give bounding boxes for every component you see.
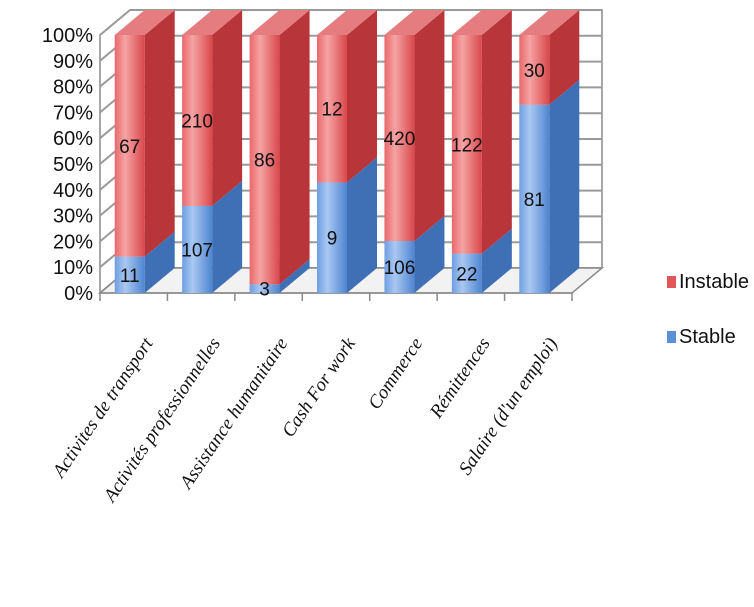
- bar-side: [279, 259, 310, 293]
- y-tick-label: 10%: [53, 257, 93, 279]
- bar-group: 3 86: [249, 10, 310, 301]
- bar-top: [317, 10, 377, 35]
- bar-front: [182, 35, 213, 206]
- bar-side: [481, 228, 512, 293]
- legend-label: Stable: [679, 326, 736, 348]
- bar-top: [249, 10, 310, 35]
- bar-group: 22 122: [451, 10, 512, 293]
- y-tick-label: 70%: [53, 102, 93, 124]
- y-tick-label: 90%: [53, 51, 93, 73]
- y-tick-label: 100%: [42, 25, 93, 47]
- bar-top: [519, 10, 580, 35]
- data-label-instable: 67: [119, 137, 140, 158]
- bar-front: [317, 182, 347, 293]
- bar-segment-instable: [317, 10, 377, 183]
- bar-side: [212, 180, 243, 293]
- bar-front: [182, 205, 213, 293]
- bar-group: 11 67: [114, 10, 175, 293]
- data-label-stable: 22: [456, 264, 477, 285]
- bar-front: [451, 253, 482, 293]
- x-tick-label: Commerce: [364, 334, 427, 413]
- bar-segment-instable: [451, 10, 512, 254]
- bar-front: [249, 284, 280, 293]
- bar-segment-stable: [519, 79, 580, 293]
- x-tick-label: Cash For work: [278, 334, 360, 442]
- data-label-instable: 30: [524, 61, 545, 82]
- bar-side: [549, 79, 580, 293]
- bar-side: [212, 10, 243, 206]
- bar-segment-instable: [384, 10, 445, 242]
- bar-segment-instable: [519, 10, 580, 105]
- x-tick-label: Rémittences: [425, 334, 494, 423]
- legend-item: Stable: [667, 326, 736, 348]
- bar-top: [182, 10, 243, 35]
- bar-group: 106 420: [384, 10, 445, 293]
- legend-label: Instable: [679, 271, 749, 293]
- legend-item: Instable: [667, 271, 749, 293]
- bar-group: 9 12: [317, 10, 377, 293]
- data-label-stable: 9: [327, 229, 338, 250]
- bar-group: 81 30: [519, 10, 580, 293]
- legend-swatch: [667, 331, 676, 343]
- y-tick-label: 60%: [53, 128, 93, 150]
- bar-segment-instable: [114, 10, 175, 257]
- bar-front: [317, 35, 347, 183]
- bar-top: [451, 10, 512, 35]
- bar-side: [481, 10, 512, 254]
- y-tick-label: 30%: [53, 206, 93, 228]
- y-axis-tick-labels: 0% 10% 20% 30% 40% 50% 60% 70% 80% 90% 100%: [42, 25, 93, 305]
- bar-side: [414, 10, 445, 242]
- bar-segment-instable: [249, 10, 310, 285]
- bar-front: [519, 35, 550, 105]
- bar-front: [451, 35, 482, 254]
- y-tick-label: 40%: [53, 180, 93, 202]
- data-label-instable: 86: [254, 151, 275, 172]
- bar-top: [384, 10, 445, 35]
- y-tick-label: 50%: [53, 154, 93, 176]
- data-label-stable: 107: [181, 240, 213, 261]
- data-label-instable: 122: [451, 135, 483, 156]
- bars-group: 11 67 107 210 3 86 9 12 106 420 22 122 81 30: [114, 10, 580, 301]
- bar-front: [114, 256, 145, 293]
- gridline: [99, 9, 602, 36]
- bar-side: [144, 231, 175, 293]
- x-tick-label: Activités professionnelles: [99, 334, 225, 507]
- bar-segment-instable: [182, 10, 243, 206]
- bar-front: [384, 35, 415, 242]
- data-label-instable: 420: [384, 129, 416, 150]
- y-tick-label: 80%: [53, 77, 93, 99]
- data-label-stable: 81: [524, 190, 545, 211]
- bar-front: [384, 241, 415, 293]
- data-label-stable: 106: [384, 258, 416, 279]
- y-tick-label: 20%: [53, 231, 93, 253]
- bar-side: [347, 10, 377, 183]
- bar-side: [549, 10, 580, 105]
- legend-swatch: [667, 276, 676, 288]
- data-label-stable: 11: [120, 266, 140, 287]
- bar-side: [279, 10, 310, 285]
- data-label-stable: 3: [259, 280, 270, 301]
- bar-front: [519, 104, 550, 293]
- bar-group: 107 210: [181, 10, 243, 293]
- bar-side: [414, 216, 445, 293]
- y-tick-label: 0%: [64, 283, 93, 305]
- data-label-instable: 12: [321, 100, 342, 121]
- legend: Instable Stable: [667, 271, 749, 348]
- bar-top: [114, 10, 175, 35]
- bar-side: [347, 157, 377, 293]
- bar-side: [144, 10, 175, 257]
- bar-front: [114, 35, 145, 257]
- data-label-instable: 210: [181, 111, 213, 132]
- bar-front: [249, 35, 280, 285]
